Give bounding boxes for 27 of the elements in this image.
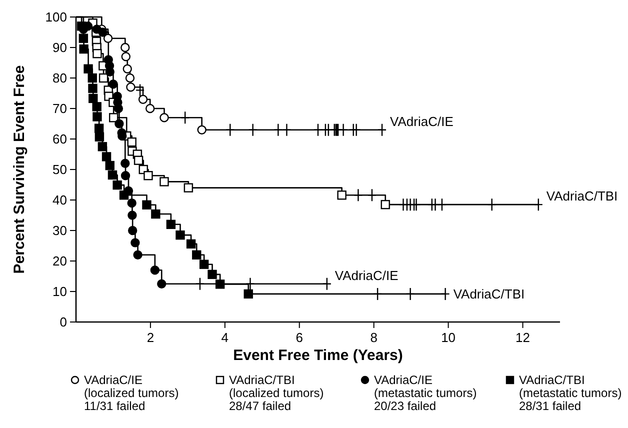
legend-label: VAdriaC/IE (localized tumors) 11/31 failed [84, 373, 179, 413]
annotation: VAdriaC/IE [390, 114, 454, 129]
y-tick-label: 60 [52, 132, 67, 147]
annotation: VAdriaC/IE [334, 268, 399, 283]
y-tick-label: 50 [52, 162, 67, 178]
x-tick-label: 8 [370, 330, 378, 345]
legend-label: VAdriaC/TBI (localized tumors) 28/47 failed [229, 373, 324, 413]
y-tick-label: 100 [45, 10, 67, 25]
x-tick-label: 6 [296, 330, 303, 345]
y-tick-label: 30 [52, 223, 67, 238]
x-tick-label: 12 [516, 330, 530, 345]
y-tick-label: 80 [52, 70, 67, 86]
y-tick-label: 90 [52, 40, 67, 56]
x-tick-label: 10 [441, 330, 456, 345]
x-tick-label: 4 [221, 330, 229, 345]
y-axis-title: Percent Surviving Event Free [11, 65, 28, 274]
annotation: VAdriaC/TBI [453, 286, 525, 302]
y-tick-label: 10 [52, 284, 67, 300]
x-tick-label: 2 [146, 330, 154, 345]
legend-label: VAdriaC/TBI (metastatic tumors) 28/31 failed [519, 373, 622, 413]
y-tick-label: 0 [60, 314, 67, 330]
legend-label: VAdriaC/IE (metastatic tumors) 20/23 failed [374, 373, 477, 413]
annotation: VAdriaC/TBI [546, 188, 618, 204]
y-tick-label: 70 [52, 101, 67, 116]
y-tick-label: 40 [52, 192, 67, 208]
y-tick-label: 20 [52, 254, 67, 269]
x-axis-title: Event Free Time (Years) [233, 347, 403, 364]
